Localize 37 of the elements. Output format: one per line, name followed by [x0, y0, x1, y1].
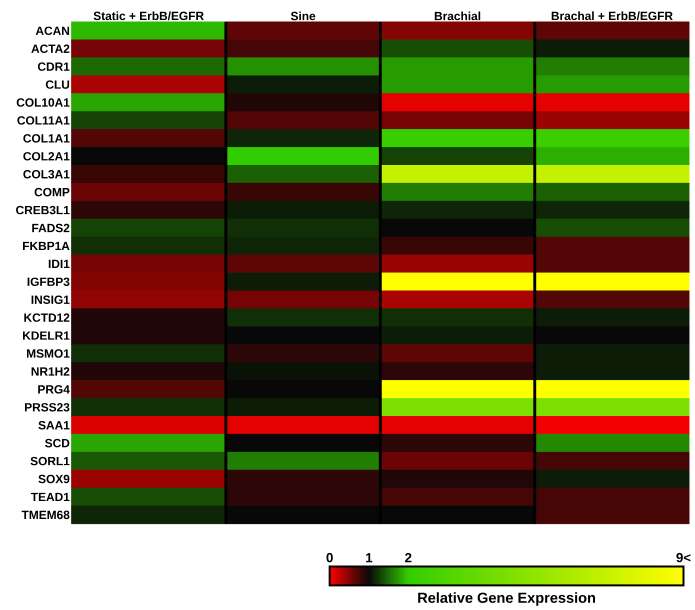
x-tick-label: Brachal + ErbB/EGFR: [552, 11, 673, 20]
y-tick-label: COL10A1: [16, 98, 70, 107]
y-tick-label: IGFBP3: [28, 278, 70, 286]
y-tick-label: SORL1: [30, 456, 70, 466]
x-tick-label: Sine: [290, 12, 316, 20]
y-tick-label: COL3A1: [23, 170, 70, 179]
color-bar-label: 0: [326, 553, 333, 562]
y-tick-label: PRSS23: [24, 403, 70, 412]
color-bar-label: 2: [405, 553, 412, 562]
y-tick-label: KDELR1: [23, 332, 70, 340]
y-tick-label: FKBP1A: [23, 242, 70, 250]
y-tick-label: SOX9: [38, 474, 70, 484]
y-tick-label: SCD: [45, 439, 70, 448]
y-tick-label: TMEM68: [22, 510, 70, 520]
color-bar-label: 1: [366, 553, 372, 562]
y-tick-label: SAA1: [38, 421, 70, 430]
y-tick-label: MSMO1: [26, 349, 70, 358]
y-tick-label: TEAD1: [30, 492, 70, 502]
y-tick-label: COMP: [34, 188, 70, 196]
y-tick-label: CLU: [46, 80, 70, 89]
y-tick-label: FADS2: [32, 224, 70, 232]
y-tick-label: IDI1: [48, 260, 70, 268]
y-tick-label: COL2A1: [23, 152, 70, 161]
y-tick-label: INSIG1: [32, 296, 70, 304]
y-tick-label: CDR1: [38, 62, 70, 71]
color-bar-label: 9<: [676, 553, 691, 562]
y-tick-label: CREB3L1: [16, 206, 70, 214]
y-tick-label: NR1H2: [32, 367, 70, 376]
y-tick-label: ACTA2: [31, 44, 70, 54]
x-tick-label: Brachial: [434, 12, 480, 20]
y-tick-label: COL11A1: [17, 116, 70, 125]
x-tick-label: Static + ErbB/EGFR: [94, 11, 204, 20]
y-tick-label: COL1A1: [23, 134, 70, 143]
y-tick-label: ACAN: [36, 26, 70, 36]
color-bar-title: Relative Gene Expression: [418, 592, 596, 606]
y-tick-label: KCTD12: [24, 314, 70, 322]
y-tick-label: PRG4: [38, 385, 70, 394]
